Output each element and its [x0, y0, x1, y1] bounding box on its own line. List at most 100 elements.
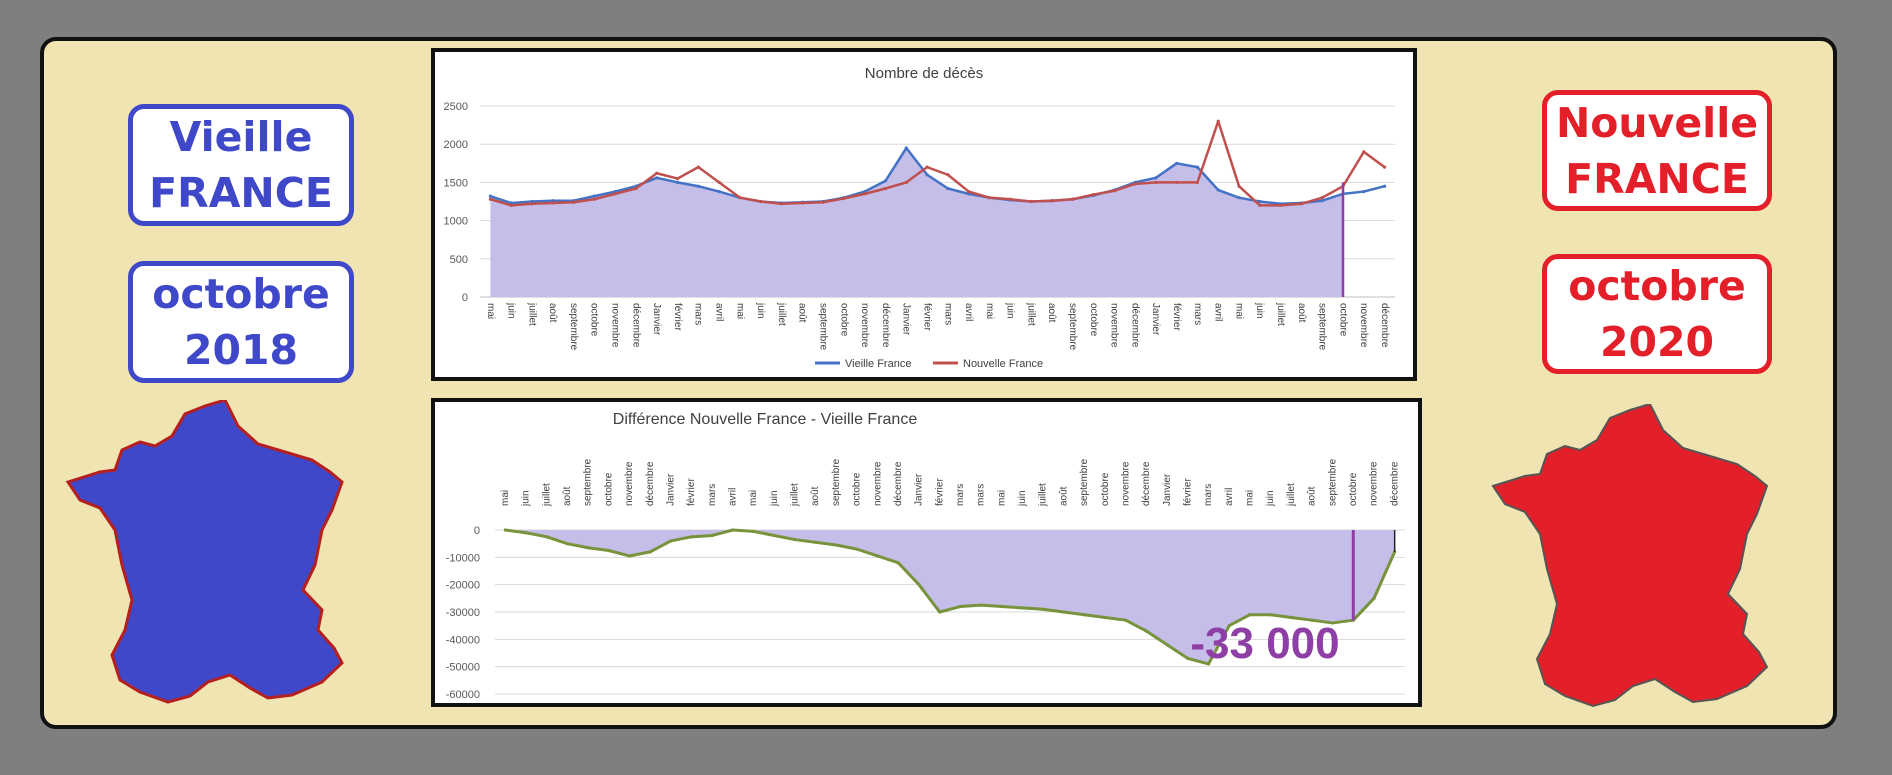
legend-label: Vieille France [845, 358, 911, 370]
x-tick-label: décembre [1389, 461, 1400, 506]
data-point [738, 196, 742, 200]
y-tick-label: -20000 [446, 580, 480, 592]
chart-title: Différence Nouvelle France - Vieille Fra… [613, 411, 918, 428]
data-point [488, 194, 492, 198]
x-tick-label: septembre [1327, 458, 1338, 506]
x-tick-label: juin [506, 302, 517, 319]
data-point [1008, 197, 1012, 201]
data-point [1372, 596, 1376, 600]
data-point [696, 184, 700, 188]
chart-title: Nombre de décès [865, 65, 983, 82]
x-tick-label: juillet [1286, 483, 1297, 507]
data-point [1268, 613, 1273, 617]
data-point [751, 529, 756, 533]
data-point [946, 186, 950, 191]
data-point [1144, 629, 1149, 633]
x-tick-label: février [1182, 478, 1193, 506]
data-point [917, 583, 921, 587]
x-tick-label: novembre [610, 303, 621, 348]
data-point [655, 171, 659, 175]
x-tick-label: octobre [589, 303, 600, 337]
y-tick-label: 2500 [444, 101, 468, 113]
x-tick-label: mars [1203, 484, 1214, 506]
x-tick-label: juillet [1038, 483, 1049, 507]
x-tick-label: décembre [893, 461, 904, 506]
x-tick-label: juin [521, 490, 532, 507]
date-label-2018: octobre 2018 [128, 261, 354, 383]
x-tick-label: Janvier [651, 303, 662, 336]
x-tick-label: avril [714, 303, 725, 321]
data-point [1071, 197, 1075, 201]
x-tick-label: avril [1213, 303, 1224, 321]
data-point [1258, 199, 1262, 204]
x-tick-label: Janvier [901, 303, 912, 336]
data-point [1279, 203, 1283, 207]
x-tick-label: mai [1245, 490, 1256, 506]
x-tick-label: octobre [1348, 472, 1359, 506]
x-tick-label: septembre [568, 303, 579, 351]
data-point [855, 547, 859, 551]
shaded-area [490, 148, 1344, 297]
data-point [565, 542, 569, 546]
data-point [979, 603, 983, 607]
deaths-chart: Nombre de décès 0 500 1000 1500 2000 2500 mai… [444, 65, 1395, 370]
data-point [1020, 606, 1024, 610]
data-point [793, 537, 797, 542]
data-point [987, 196, 992, 200]
x-tick-label: octobre [838, 303, 849, 337]
y-tick-label: -50000 [446, 662, 480, 674]
x-tick-label: mai [1233, 303, 1244, 319]
x-tick-label: Janvier [1150, 303, 1161, 336]
x-tick-label: septembre [817, 303, 828, 351]
x-tick-label: août [1046, 303, 1057, 323]
data-point [551, 201, 555, 205]
data-point [509, 203, 513, 207]
data-point [545, 535, 549, 539]
data-point [1299, 202, 1304, 206]
data-point [1331, 621, 1335, 625]
y-tick-label: 2000 [444, 139, 468, 151]
x-tick-label: septembre [831, 458, 842, 506]
date-label-2020: octobre 2020 [1542, 254, 1772, 374]
data-point [696, 165, 700, 169]
data-point [779, 202, 784, 206]
data-point [904, 146, 908, 150]
data-point [1362, 150, 1366, 154]
x-tick-label: février [672, 303, 683, 331]
y-tick-label: 0 [462, 292, 468, 304]
data-point [1216, 188, 1220, 192]
x-tick-label: mars [707, 484, 718, 506]
x-tick-label: juin [1254, 302, 1265, 319]
x-tick-label: juin [755, 302, 766, 319]
x-tick-label: juillet [1025, 302, 1036, 326]
data-point [586, 546, 590, 550]
data-point [627, 554, 632, 558]
data-point [1289, 615, 1293, 620]
x-tick-label: septembre [1067, 303, 1078, 351]
data-point [710, 533, 714, 538]
data-point [1383, 184, 1387, 188]
y-tick-label: -60000 [446, 689, 480, 701]
data-point [1165, 643, 1169, 647]
y-tick-label: -30000 [446, 607, 480, 619]
france-map-icon [65, 400, 344, 704]
data-point [607, 548, 611, 553]
x-tick-label: novembre [624, 461, 635, 506]
y-tick-label: 1000 [444, 216, 468, 228]
x-tick-label: décembre [645, 461, 656, 506]
x-tick-label: septembre [583, 458, 594, 506]
y-tick-label: -40000 [446, 634, 480, 646]
x-tick-label: juillet [776, 302, 787, 326]
data-point [571, 200, 576, 204]
nouvelle-france-label: Nouvelle FRANCE [1542, 90, 1772, 211]
x-tick-label: décembre [1141, 461, 1152, 506]
data-point [946, 173, 950, 177]
x-tick-label: mai [748, 490, 759, 506]
x-tick-label: août [562, 486, 573, 506]
x-tick-label: février [1171, 303, 1182, 331]
x-tick-label: octobre [603, 472, 614, 506]
data-point [488, 197, 492, 201]
difference-area [505, 530, 1395, 664]
deaths-chart-panel: Nombre de décès 0 500 1000 1500 2000 2500 mai… [431, 48, 1417, 381]
x-tick-label: décembre [1379, 303, 1390, 348]
